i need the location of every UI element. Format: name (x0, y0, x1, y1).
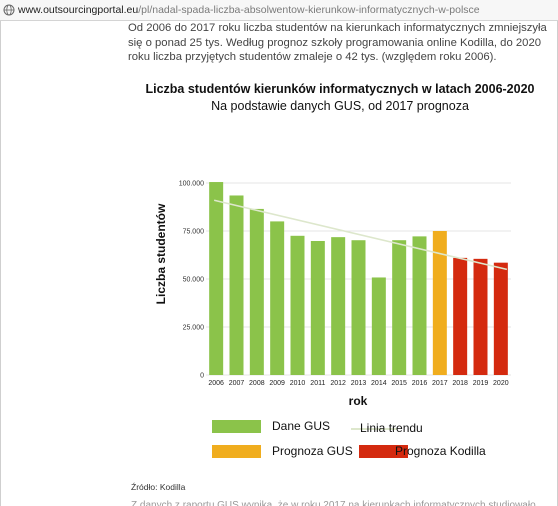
x-tick-label: 2010 (290, 380, 306, 387)
y-tick-label: 75.000 (183, 229, 205, 236)
bar (331, 237, 346, 375)
x-tick-label: 2015 (391, 380, 407, 387)
legend-line-trend (351, 428, 397, 430)
legend-swatch-prognoza-gus (212, 445, 261, 458)
x-tick-label: 2006 (208, 380, 224, 387)
trend-line (213, 199, 508, 271)
bar (209, 182, 224, 375)
y-tick-label: 0 (200, 373, 204, 380)
y-axis-label: Liczba studentów (154, 203, 168, 304)
legend-label-prognoza-kodilla: Prognoza Kodilla (395, 444, 486, 458)
bar (351, 240, 366, 375)
bar (229, 195, 244, 375)
bar (493, 262, 508, 375)
chart-title: Liczba studentów kierunków informatyczny… (145, 82, 535, 96)
address-bar[interactable]: www.outsourcingportal.eu/pl/nadal-spada-… (0, 0, 558, 21)
x-tick-label: 2011 (310, 380, 325, 387)
y-tick-label: 100.000 (179, 181, 204, 188)
page-frame-left (0, 21, 1, 506)
x-tick-label: 2008 (249, 380, 265, 387)
bar (249, 208, 264, 375)
bar (453, 257, 468, 375)
article-intro: Od 2006 do 2017 roku liczba studentów na… (128, 22, 547, 63)
x-tick-label: 2007 (229, 380, 245, 387)
bar (473, 258, 488, 375)
legend-swatch-dane-gus (212, 420, 261, 433)
article-next-line: Z danych z raportu GUS wynika, że w roku… (131, 500, 536, 506)
chart-subtitle: Na podstawie danych GUS, od 2017 prognoz… (211, 99, 469, 113)
legend-label-trend: Linia trendu (360, 421, 423, 435)
bar (392, 240, 407, 375)
bar (310, 240, 325, 375)
x-tick-label: 2012 (330, 380, 346, 387)
bar (432, 231, 447, 375)
url-domain: www.outsourcingportal.eu (18, 4, 139, 16)
url-path: /pl/nadal-spada-liczba-absolwentow-kieru… (138, 4, 480, 16)
y-tick-label: 25.000 (183, 325, 205, 332)
x-tick-label: 2020 (493, 380, 509, 387)
source-note: Źródło: Kodilla (131, 482, 186, 492)
bar (270, 221, 285, 375)
x-axis-label: rok (349, 394, 368, 408)
y-tick-label: 50.000 (183, 277, 205, 284)
x-tick-label: 2016 (412, 380, 428, 387)
x-tick-label: 2018 (452, 380, 468, 387)
globe-icon (3, 4, 15, 16)
url-text[interactable]: www.outsourcingportal.eu/pl/nadal-spada-… (18, 0, 480, 20)
x-tick-label: 2014 (371, 380, 387, 387)
x-tick-label: 2013 (351, 380, 367, 387)
legend-label-prognoza-gus: Prognoza GUS (272, 444, 353, 458)
x-tick-label: 2017 (432, 380, 448, 387)
bar (371, 277, 386, 375)
bar (412, 236, 427, 375)
x-tick-label: 2019 (473, 380, 489, 387)
x-tick-label: 2009 (269, 380, 285, 387)
legend-label-dane-gus: Dane GUS (272, 419, 331, 433)
bar (290, 235, 305, 375)
legend-swatch-prognoza-kodilla (359, 445, 408, 458)
